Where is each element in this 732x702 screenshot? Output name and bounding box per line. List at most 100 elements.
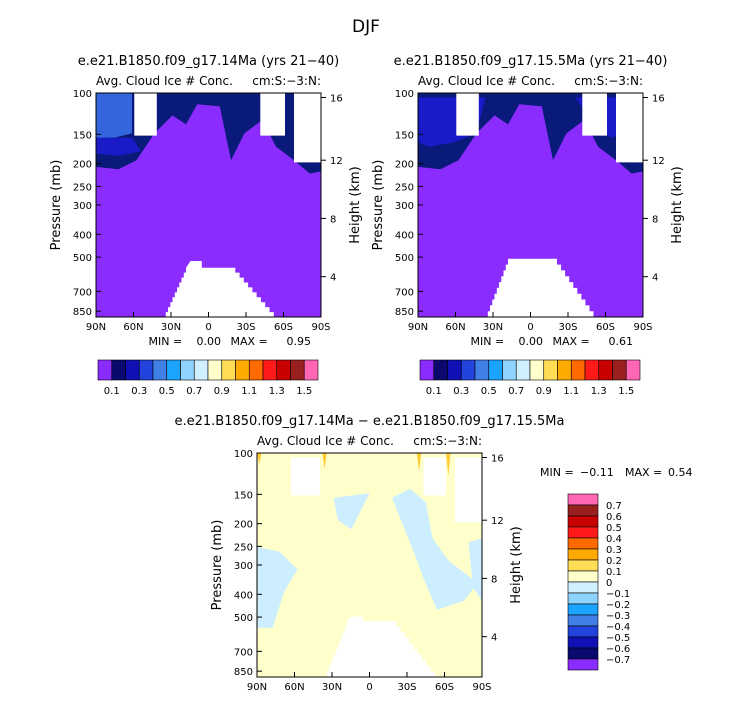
missing-block <box>456 93 479 136</box>
colorbar-box <box>433 359 448 381</box>
colorbar-label: −0.2 <box>606 600 630 611</box>
height-tick-label: 12 <box>652 156 665 167</box>
y-tick-label: 500 <box>234 613 253 624</box>
colorbar-box <box>567 603 599 616</box>
light-blue-patch <box>96 93 132 138</box>
x-tick-label: 30S <box>397 682 416 693</box>
colorbar-box <box>543 359 558 381</box>
colorbar-label: 1.5 <box>296 386 312 397</box>
x-tick-label: 30N <box>161 322 181 333</box>
min-label: MIN = <box>540 466 574 479</box>
y-tick-label: 250 <box>234 542 253 553</box>
colorbar-box <box>567 504 599 517</box>
positive-spike <box>446 453 451 476</box>
missing-block <box>290 457 320 496</box>
colorbar-box <box>221 359 236 381</box>
height-axis-label: Height (km) <box>348 166 363 243</box>
colorbar-box <box>207 359 223 381</box>
y-tick-label: 700 <box>395 287 414 298</box>
colorbar-label: −0.5 <box>606 633 630 644</box>
panel-title: e.e21.B1850.f09_g17.14Ma (yrs 21−40) <box>78 54 339 69</box>
y-tick-label: 150 <box>234 490 253 501</box>
positive-spike <box>257 453 262 465</box>
colorbar-label: 0.1 <box>606 567 622 578</box>
y-tick-label: 700 <box>73 287 92 298</box>
colorbar-box <box>125 359 140 381</box>
min-value: 0.00 <box>197 335 222 348</box>
colorbar-label: −0.1 <box>606 589 630 600</box>
y-tick-label: 150 <box>395 130 414 141</box>
missing-block <box>616 93 643 163</box>
colorbar-box <box>419 359 435 381</box>
topography-mask <box>485 258 594 317</box>
negative-region <box>257 547 298 628</box>
x-tick-label: 30S <box>558 322 577 333</box>
min-value: 0.00 <box>519 335 544 348</box>
y-tick-label: 100 <box>73 89 92 100</box>
figure-title: DJF <box>352 17 380 37</box>
colorbar-box <box>557 359 572 381</box>
colorbar-box <box>276 359 291 381</box>
y-tick-label: 400 <box>73 230 92 241</box>
colorbar-box <box>567 559 599 572</box>
colorbar-label: 0.7 <box>508 386 524 397</box>
colorbar-panel-1: 0.1 0.3 0.5 0.7 0.9 1.1 1.3 1.5 <box>97 359 319 397</box>
positive-spike <box>416 453 422 471</box>
height-tick-label: 16 <box>652 93 665 104</box>
missing-block <box>260 93 285 136</box>
max-label: MAX = <box>625 466 662 479</box>
missing-block <box>455 457 482 523</box>
x-tick-label: 90S <box>633 322 652 333</box>
colorbar-box <box>180 359 195 381</box>
x-tick-label: 60N <box>284 682 304 693</box>
colorbar-label: 0.3 <box>131 386 147 397</box>
negative-region <box>468 538 482 601</box>
colorbar-label: 1.1 <box>563 386 579 397</box>
y-tick-label: 300 <box>234 561 253 572</box>
y-axis-label: Pressure (mb) <box>210 520 225 611</box>
colorbar-label: 1.1 <box>241 386 257 397</box>
min-value: −0.11 <box>580 466 614 479</box>
y-tick-label: 500 <box>395 253 414 264</box>
height-tick-label: 4 <box>330 273 336 284</box>
colorbar-box <box>303 359 319 381</box>
y-tick-label: 100 <box>234 449 253 460</box>
colorbar-box <box>567 647 599 660</box>
colorbar-label: 0.1 <box>104 386 120 397</box>
colorbar-box <box>474 359 490 381</box>
colorbar-label: −0.7 <box>606 655 630 666</box>
height-tick-label: 12 <box>330 156 343 167</box>
colorbar-label: 0.3 <box>606 545 622 556</box>
colorbar-box <box>567 515 599 528</box>
y-tick-label: 300 <box>73 201 92 212</box>
colorbar-box <box>529 359 545 381</box>
colorbar-label: 0.4 <box>606 534 622 545</box>
subtitle-right: cm:S:−3:N: <box>574 74 643 88</box>
colorbar-box <box>152 359 168 381</box>
y-axis-label: Pressure (mb) <box>49 160 64 251</box>
y-tick-label: 100 <box>395 89 414 100</box>
panel-difference: e.e21.B1850.f09_g17.14Ma − e.e21.B1850.f… <box>175 414 693 693</box>
colorbar-box <box>248 359 264 381</box>
panel-title: e.e21.B1850.f09_g17.14Ma − e.e21.B1850.f… <box>175 414 565 429</box>
colorbar-box <box>166 359 181 381</box>
height-tick-label: 8 <box>652 214 658 225</box>
colorbar-box <box>138 359 154 381</box>
height-axis-label: Height (km) <box>509 526 524 603</box>
max-value: 0.61 <box>609 335 634 348</box>
y-tick-label: 500 <box>73 253 92 264</box>
subtitle-left: Avg. Cloud Ice # Conc. <box>418 74 555 88</box>
colorbar-label: 0.6 <box>606 512 622 523</box>
y-tick-label: 300 <box>395 201 414 212</box>
colorbar-box <box>584 359 600 381</box>
missing-block <box>423 457 446 496</box>
height-axis-label: Height (km) <box>670 166 685 243</box>
colorbar-box <box>567 548 599 561</box>
max-label: MAX = <box>231 335 268 348</box>
colorbar-label: 0.5 <box>159 386 175 397</box>
subtitle-left: Avg. Cloud Ice # Conc. <box>96 74 233 88</box>
colorbar-panel-2: 0.1 0.3 0.5 0.7 0.9 1.1 1.3 1.5 <box>419 359 641 397</box>
colorbar-box <box>625 359 641 381</box>
subtitle-right: cm:S:−3:N: <box>413 434 482 448</box>
height-tick-label: 8 <box>491 574 497 585</box>
